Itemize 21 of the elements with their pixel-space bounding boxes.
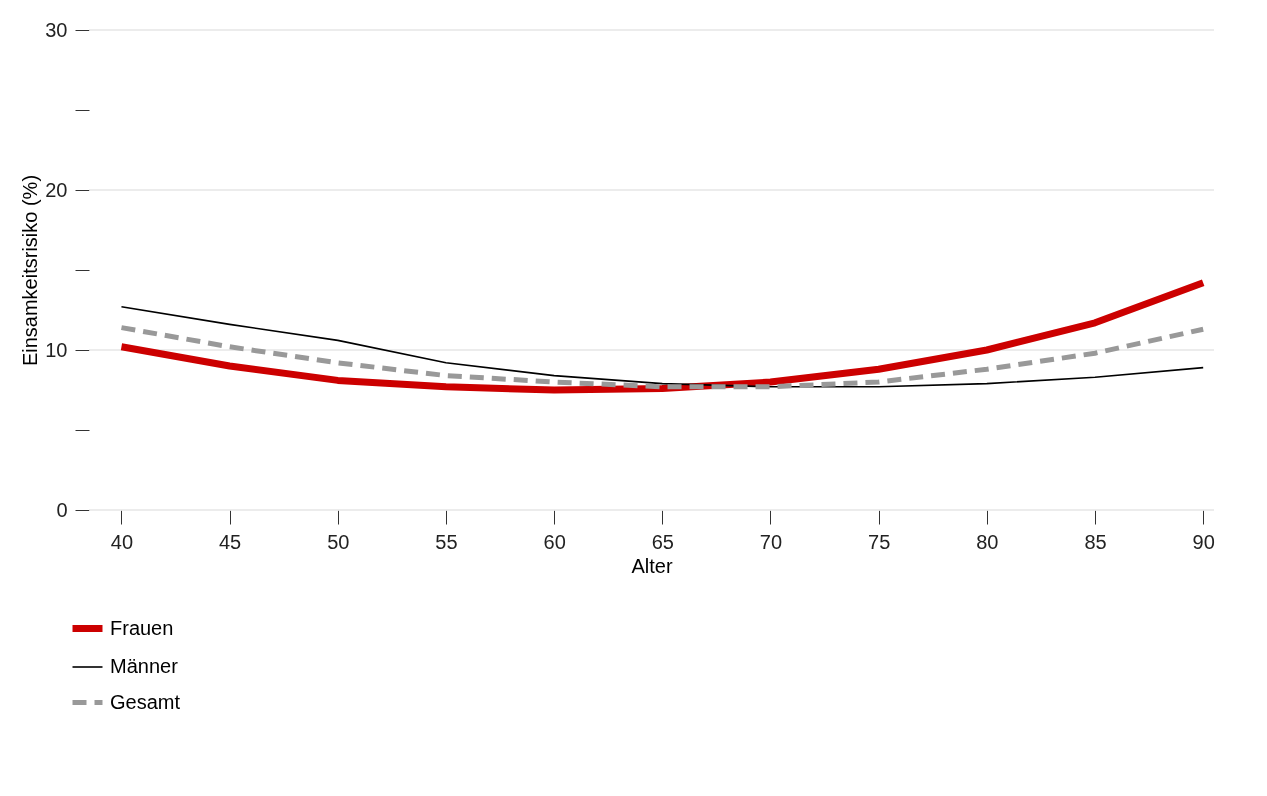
- x-tick-label: 85: [1084, 530, 1107, 553]
- x-tick-label: 55: [435, 530, 458, 553]
- x-tick-label: 50: [327, 530, 350, 553]
- x-tick-label: 75: [868, 530, 891, 553]
- x-tick-label: 45: [219, 530, 242, 553]
- line-series: [120, 306, 1204, 388]
- y-axis-title: Einsamkeitsrisiko (%): [19, 174, 42, 367]
- x-tick-label: 80: [976, 530, 999, 553]
- y-tick-label: 0: [56, 498, 68, 521]
- x-tick-label: 90: [1192, 530, 1215, 553]
- x-tick-label: 60: [543, 530, 566, 553]
- y-tick-label: 20: [45, 178, 68, 201]
- y-tick-label: 10: [45, 338, 68, 361]
- legend-label: Frauen: [110, 616, 174, 639]
- legend-label: Männer: [110, 655, 179, 677]
- y-tick-label: 30: [45, 18, 68, 41]
- x-tick-label: 40: [110, 530, 134, 553]
- legend-label: Gesamt: [110, 690, 181, 713]
- x-tick-label: 70: [759, 530, 783, 553]
- x-tick-label: 65: [651, 530, 674, 553]
- x-axis-title: Alter: [631, 554, 673, 577]
